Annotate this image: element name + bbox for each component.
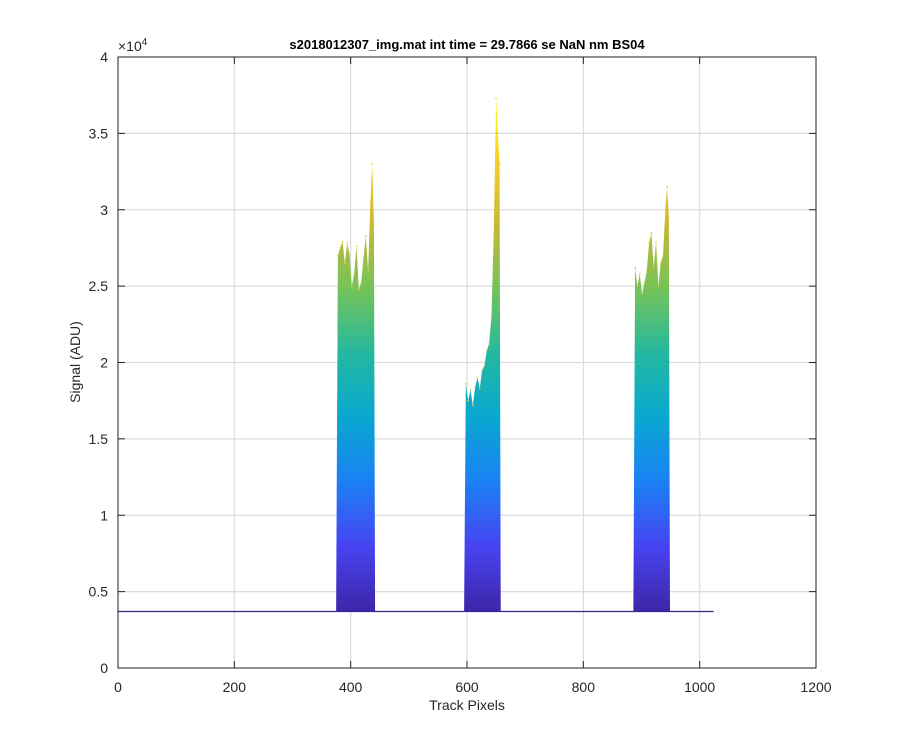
peak-1-point <box>364 234 367 237</box>
peak-1-point <box>353 273 356 275</box>
peak-3-point <box>641 292 643 295</box>
peak-2-area <box>464 98 501 612</box>
peak-2-point <box>474 386 477 388</box>
y-tick-label: 2.5 <box>89 278 109 294</box>
peak-2-point <box>483 364 486 367</box>
y-tick-label: 0 <box>100 660 108 676</box>
peak-3-point <box>636 285 639 288</box>
x-tick-label: 800 <box>572 679 596 695</box>
chart-title: s2018012307_img.mat int time = 29.7866 s… <box>289 37 645 52</box>
peak-2-point <box>471 404 474 407</box>
peak-3-point <box>648 242 650 245</box>
peak-3-point <box>664 208 667 211</box>
y-tick-label: 1 <box>100 507 108 523</box>
peak-1-point <box>371 163 374 165</box>
peak-2-point <box>496 132 499 135</box>
peak-2-point <box>492 231 495 234</box>
peak-1-point <box>369 201 372 204</box>
peak-3-point <box>652 266 655 269</box>
x-axis-label: Track Pixels <box>429 697 505 713</box>
x-tick-label: 0 <box>114 679 122 695</box>
peak-3-point <box>666 185 668 188</box>
y-exponent-base: ×10 <box>118 38 142 54</box>
peak-1-point <box>355 245 358 248</box>
peak-2-point <box>476 376 479 379</box>
peak-2-point <box>481 369 484 372</box>
y-axis-label: Signal (ADU) <box>67 321 83 403</box>
peak-2-point <box>464 382 467 385</box>
peak-1-point <box>362 257 365 260</box>
x-tick-label: 200 <box>223 679 247 695</box>
peak-2-point <box>478 387 481 390</box>
peak-1-point <box>357 288 360 291</box>
peak-3-point <box>667 216 670 219</box>
y-tick-label: 2 <box>100 355 108 371</box>
x-tick-label: 1200 <box>800 679 831 695</box>
x-tick-label: 600 <box>455 679 479 695</box>
peak-1-point <box>373 224 375 226</box>
y-tick-label: 3 <box>100 202 108 218</box>
peak-1-point <box>339 247 342 249</box>
series <box>118 97 714 613</box>
y-tick-label: 3.5 <box>89 125 109 141</box>
peak-1-point <box>346 242 349 245</box>
peak-1-point <box>336 254 339 257</box>
peak-3-point <box>643 282 646 284</box>
peak-1-point <box>341 240 344 243</box>
peak-1-point <box>360 282 363 284</box>
peak-2-point <box>485 349 488 352</box>
y-tick-label: 4 <box>100 49 108 65</box>
x-tick-label: 400 <box>339 679 363 695</box>
peak-2-point <box>490 315 493 318</box>
peak-1-point <box>350 285 353 288</box>
peak-2-point <box>488 343 491 346</box>
peak-3-point <box>662 254 664 257</box>
x-tick-label: 1000 <box>684 679 715 695</box>
peak-1-point <box>348 253 351 255</box>
y-tick-label: 0.5 <box>89 584 109 600</box>
peak-3-point <box>657 285 660 288</box>
peak-2-point <box>495 97 497 100</box>
peak-1-point <box>367 269 370 272</box>
peak-2-point <box>498 163 501 165</box>
peak-3-point <box>650 231 653 234</box>
peak-3-point <box>655 240 657 243</box>
peak-3-point <box>638 273 641 275</box>
y-tick-label: 1.5 <box>89 431 109 447</box>
peak-3-point <box>645 269 648 272</box>
ticks: 0 200 400 600 800 1000 1200 0 0.5 1 1.5 2 2.5 3 3.5 4 <box>89 49 832 695</box>
peak-1-area <box>336 163 376 612</box>
peak-2-point <box>469 389 472 391</box>
peak-2-point <box>467 399 470 402</box>
peak-3-point <box>659 262 662 265</box>
peak-1-point <box>343 262 346 265</box>
peak-3-point <box>634 266 637 269</box>
y-exponent-power: 4 <box>142 37 148 48</box>
y-exponent: ×104 <box>118 37 148 54</box>
